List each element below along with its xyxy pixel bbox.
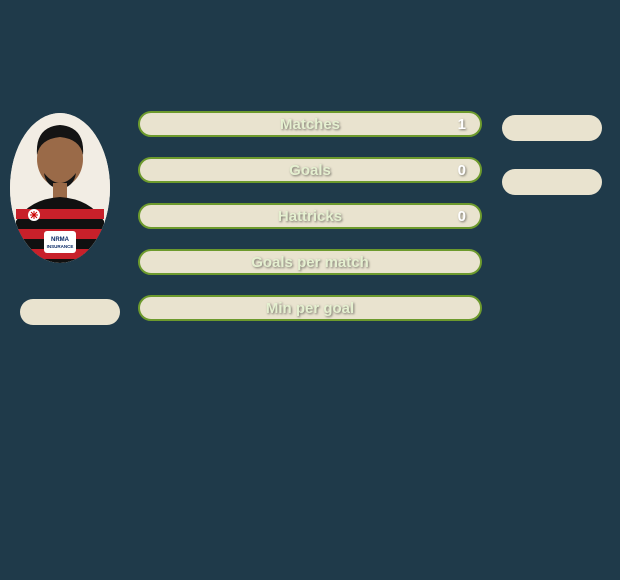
stat-value-left: 0 [458,162,466,179]
stat-row-matches: Matches 1 [138,111,482,137]
stat-row-goals-per-match: Goals per match [138,249,482,275]
player-right-pill-2 [502,169,602,195]
stat-label: Matches [280,116,340,133]
stat-label: Hattricks [278,208,342,225]
stat-row-hattricks: Hattricks 0 [138,203,482,229]
player-left-portrait: NRMA INSURANCE [10,113,110,263]
stat-row-goals: Goals 0 [138,157,482,183]
comparison-area: NRMA INSURANCE Matches 1 Goals 0 Hattric… [0,111,620,351]
stats-table: Matches 1 Goals 0 Hattricks 0 Goals per … [138,111,482,321]
player-right-pill-1 [502,115,602,141]
stat-value-left: 1 [458,116,466,133]
player-left-avatar: NRMA INSURANCE [10,113,110,263]
svg-text:NRMA: NRMA [51,237,70,243]
stat-label: Goals per match [251,254,369,271]
player-left-name-pill [20,299,120,325]
stat-label: Goals [289,162,331,179]
stat-label: Min per goal [266,300,354,317]
svg-text:INSURANCE: INSURANCE [47,244,74,249]
stat-value-left: 0 [458,208,466,225]
stat-row-min-per-goal: Min per goal [138,295,482,321]
